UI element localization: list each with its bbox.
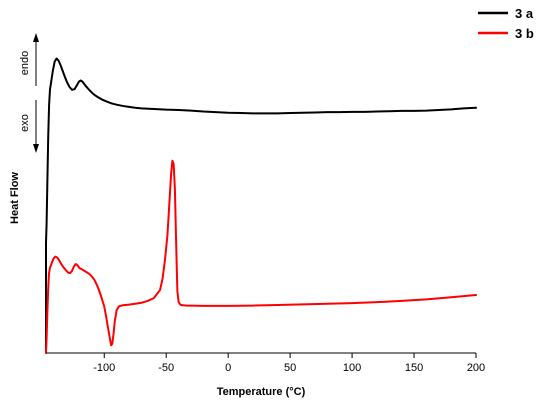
exo-label: exo bbox=[19, 114, 31, 132]
legend-label: 3 b bbox=[515, 26, 534, 41]
x-tick-label: -100 bbox=[93, 362, 115, 374]
endo-label: endo bbox=[19, 51, 31, 75]
exo-arrow-head bbox=[33, 144, 39, 153]
x-tick-label: 50 bbox=[284, 362, 296, 374]
x-tick-label: 0 bbox=[225, 362, 231, 374]
y-axis-title: Heat Flow bbox=[9, 172, 21, 224]
endo-arrow-head bbox=[33, 33, 39, 42]
x-tick-label: -50 bbox=[158, 362, 174, 374]
x-axis-title: Temperature (°C) bbox=[217, 386, 306, 398]
plot-area: -100 -50 0 50 100 150 200 bbox=[45, 57, 485, 374]
legend-label: 3 a bbox=[515, 6, 534, 21]
x-tick-label: 200 bbox=[467, 362, 485, 374]
series-line-3b bbox=[45, 159, 477, 354]
series-group bbox=[45, 57, 477, 354]
x-ticks: -100 -50 0 50 100 150 200 bbox=[93, 353, 485, 374]
x-tick-label: 150 bbox=[405, 362, 423, 374]
endo-exo-annotation: endo exo bbox=[19, 33, 39, 153]
series-line-3a bbox=[45, 57, 477, 244]
legend: 3 a3 b bbox=[478, 6, 534, 41]
x-tick-label: 100 bbox=[343, 362, 361, 374]
